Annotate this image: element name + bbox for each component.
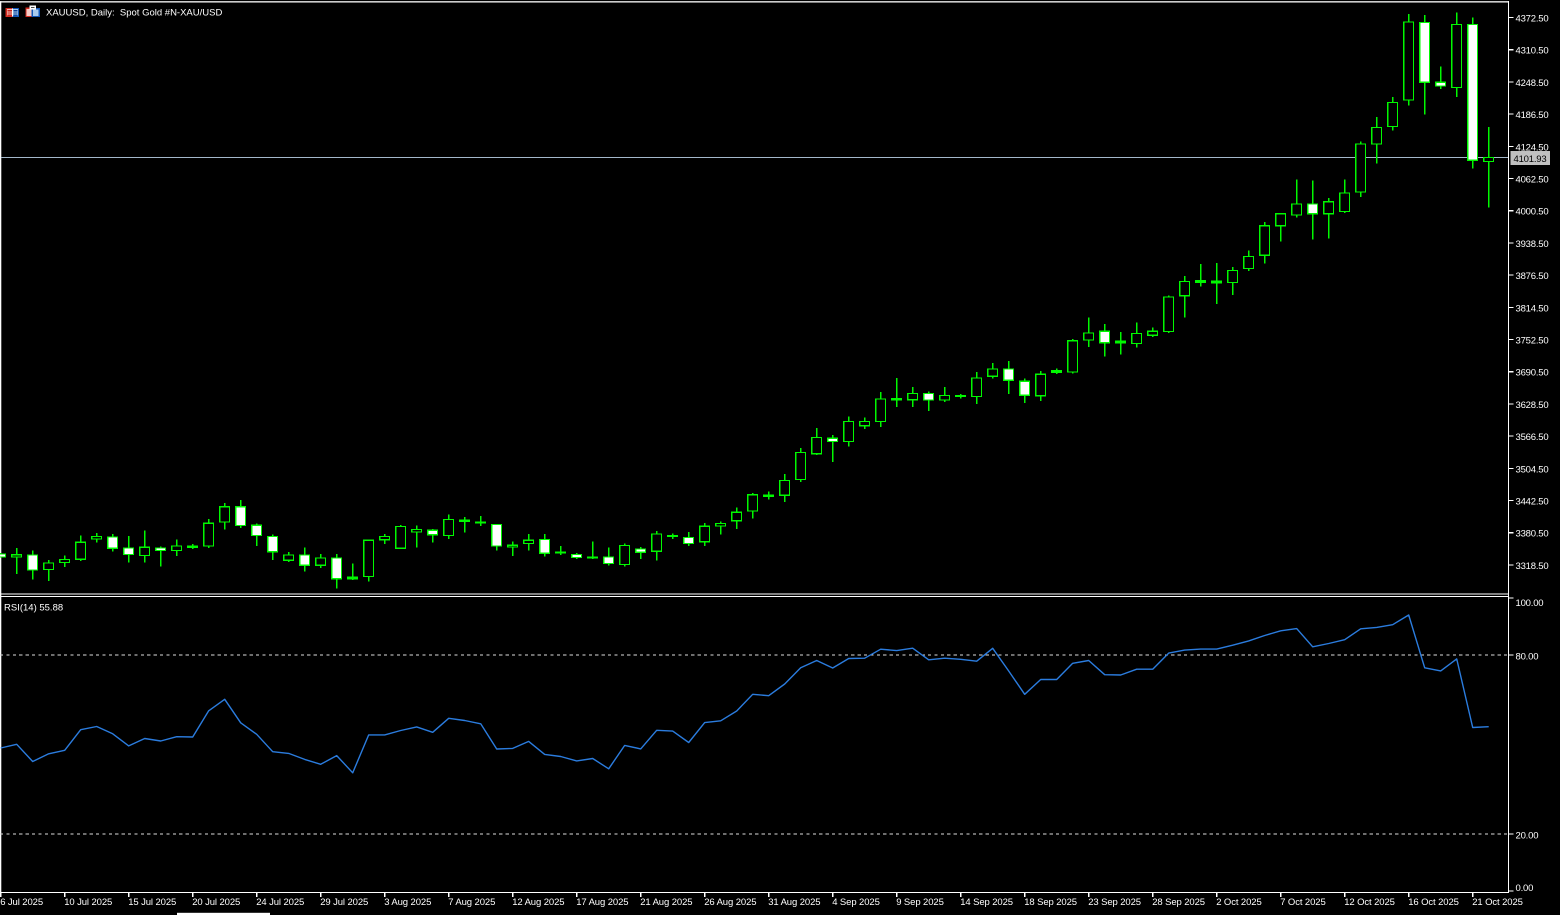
svg-text:31 Aug 2025: 31 Aug 2025 (768, 897, 820, 908)
svg-text:4124.50: 4124.50 (1516, 142, 1549, 153)
svg-text:24 Jul 2025: 24 Jul 2025 (256, 897, 304, 908)
svg-text:80.00: 80.00 (1516, 651, 1539, 662)
svg-text:3 Aug 2025: 3 Aug 2025 (384, 897, 431, 908)
svg-text:3318.50: 3318.50 (1516, 561, 1549, 572)
svg-text:4310.50: 4310.50 (1516, 46, 1549, 57)
svg-text:26 Aug 2025: 26 Aug 2025 (704, 897, 756, 908)
svg-text:23 Sep 2025: 23 Sep 2025 (1088, 897, 1141, 908)
svg-text:4062.50: 4062.50 (1516, 175, 1549, 186)
svg-text:20 Jul 2025: 20 Jul 2025 (192, 897, 240, 908)
svg-text:4248.50: 4248.50 (1516, 78, 1549, 89)
svg-text:0.00: 0.00 (1516, 883, 1534, 894)
svg-text:12 Oct 2025: 12 Oct 2025 (1344, 897, 1395, 908)
svg-text:10 Jul 2025: 10 Jul 2025 (64, 897, 112, 908)
svg-text:4101.93: 4101.93 (1514, 154, 1547, 165)
svg-text:3938.50: 3938.50 (1516, 239, 1549, 250)
svg-text:3628.50: 3628.50 (1516, 400, 1549, 411)
svg-text:4 Sep 2025: 4 Sep 2025 (832, 897, 880, 908)
svg-text:3504.50: 3504.50 (1516, 464, 1549, 475)
svg-text:15 Jul 2025: 15 Jul 2025 (128, 897, 176, 908)
svg-text:2 Oct 2025: 2 Oct 2025 (1216, 897, 1261, 908)
svg-text:4372.50: 4372.50 (1516, 14, 1549, 25)
svg-text:20.00: 20.00 (1516, 830, 1539, 841)
svg-text:100.00: 100.00 (1516, 598, 1544, 609)
svg-text:3566.50: 3566.50 (1516, 432, 1549, 443)
svg-text:29 Jul 2025: 29 Jul 2025 (320, 897, 368, 908)
svg-text:21 Aug 2025: 21 Aug 2025 (640, 897, 692, 908)
svg-text:3442.50: 3442.50 (1516, 497, 1549, 508)
svg-text:9 Sep 2025: 9 Sep 2025 (896, 897, 944, 908)
svg-text:3690.50: 3690.50 (1516, 368, 1549, 379)
svg-text:4000.50: 4000.50 (1516, 207, 1549, 218)
svg-text:XAUUSD, Daily: Spot Gold #N-X: XAUUSD, Daily: Spot Gold #N-XAU/USD (46, 8, 222, 19)
svg-text:21 Oct 2025: 21 Oct 2025 (1472, 897, 1523, 908)
svg-text:12 Aug 2025: 12 Aug 2025 (512, 897, 564, 908)
svg-text:3876.50: 3876.50 (1516, 271, 1549, 282)
svg-text:4186.50: 4186.50 (1516, 110, 1549, 121)
svg-text:16 Oct 2025: 16 Oct 2025 (1408, 897, 1459, 908)
svg-text:6 Jul 2025: 6 Jul 2025 (0, 897, 43, 908)
svg-text:28 Sep 2025: 28 Sep 2025 (1152, 897, 1205, 908)
svg-text:17 Aug 2025: 17 Aug 2025 (576, 897, 628, 908)
svg-text:7 Aug 2025: 7 Aug 2025 (448, 897, 495, 908)
svg-text:3752.50: 3752.50 (1516, 336, 1549, 347)
svg-text:14 Sep 2025: 14 Sep 2025 (960, 897, 1013, 908)
svg-text:3380.50: 3380.50 (1516, 529, 1549, 540)
svg-text:18 Sep 2025: 18 Sep 2025 (1024, 897, 1077, 908)
svg-text:RSI(14) 55.88: RSI(14) 55.88 (4, 603, 63, 614)
svg-text:7 Oct 2025: 7 Oct 2025 (1280, 897, 1325, 908)
svg-text:3814.50: 3814.50 (1516, 303, 1549, 314)
